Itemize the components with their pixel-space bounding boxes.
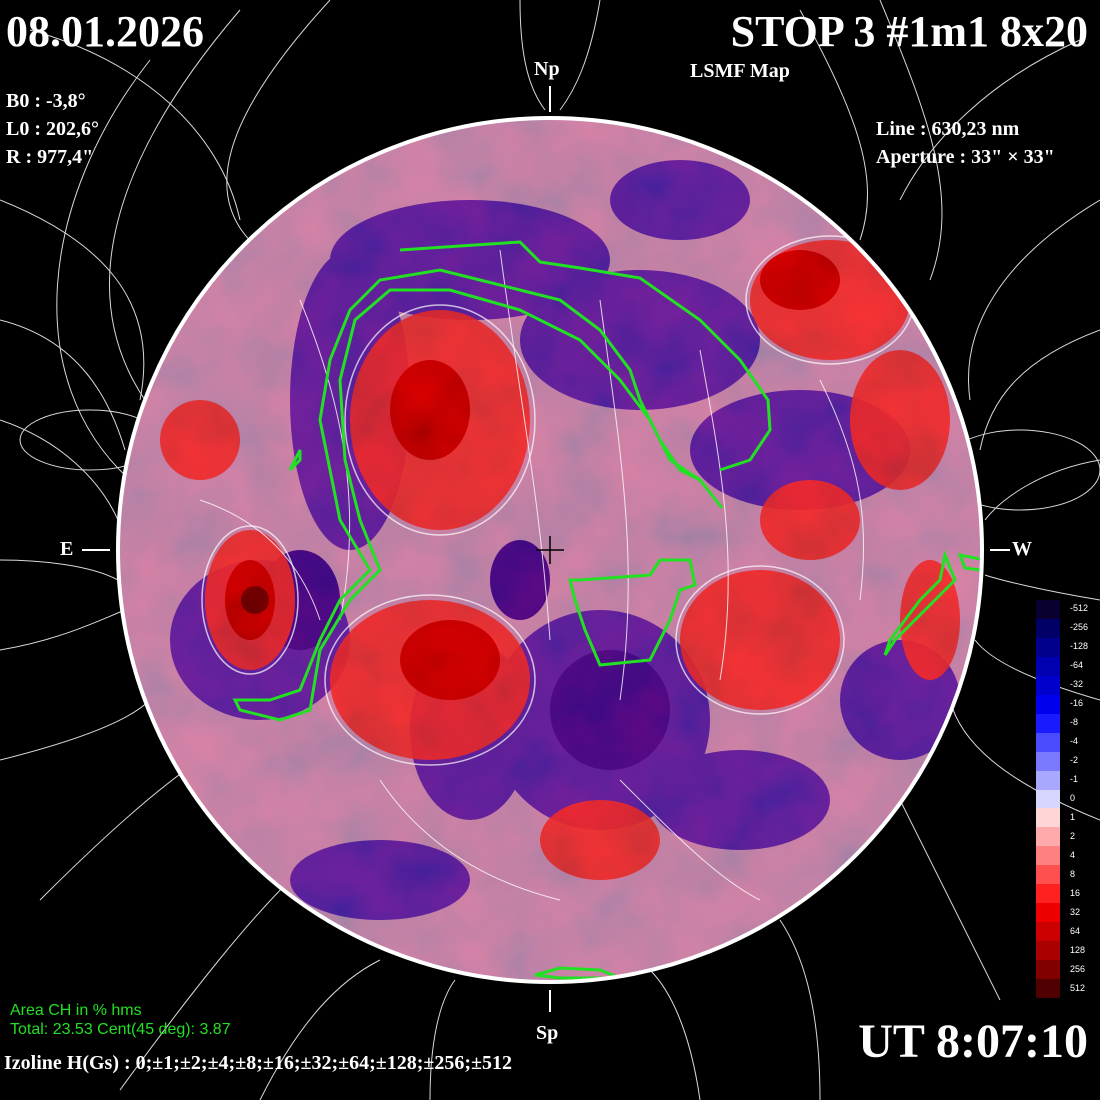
scale-label: -8 — [1070, 717, 1079, 728]
scale-swatch — [1036, 846, 1060, 866]
scale-swatch — [1036, 979, 1060, 999]
b0-value: B0 : -3,8° — [6, 90, 86, 112]
west-label: W — [1012, 538, 1032, 560]
north-pole-label: Np — [534, 58, 560, 80]
scale-swatch — [1036, 941, 1060, 961]
scale-label: -128 — [1070, 641, 1089, 652]
scale-swatch — [1036, 732, 1060, 753]
scale-swatch — [1036, 618, 1060, 639]
scale-label: 64 — [1070, 925, 1081, 936]
izoline-legend: Izoline H(Gs) : 0;±1;±2;±4;±8;±16;±32;±6… — [4, 1052, 513, 1074]
page-title: STOP 3 #1m1 8x20 — [730, 7, 1088, 56]
scale-swatch — [1036, 808, 1060, 828]
scale-label: 0 — [1070, 793, 1076, 803]
ut-time: UT 8:07:10 — [858, 1015, 1088, 1068]
scale-swatch — [1036, 922, 1060, 942]
scale-label: 4 — [1070, 849, 1076, 860]
scale-swatch — [1036, 865, 1060, 885]
scale-label: -2 — [1070, 755, 1079, 766]
scale-label: -256 — [1070, 622, 1089, 633]
scale-swatch — [1036, 600, 1060, 620]
scale-swatch — [1036, 903, 1060, 923]
aperture-value: Aperture : 33" × 33" — [876, 146, 1055, 168]
date-label: 08.01.2026 — [6, 7, 204, 56]
scale-label: -1 — [1070, 774, 1079, 785]
scale-swatch — [1036, 675, 1060, 696]
scale-label: 1 — [1070, 811, 1076, 822]
scale-swatch — [1036, 960, 1060, 980]
ch-area-title: Area CH in % hms — [10, 1002, 142, 1019]
scale-swatch — [1036, 694, 1060, 715]
scale-label: -512 — [1070, 603, 1089, 614]
line-value: Line : 630,23 nm — [876, 118, 1020, 140]
scale-label: 256 — [1070, 963, 1086, 974]
scale-label: -32 — [1070, 679, 1084, 690]
ch-area-values: Total: 23.53 Cent(45 deg): 3.87 — [10, 1021, 231, 1038]
scale-swatch — [1036, 827, 1060, 847]
scale-label: 32 — [1070, 906, 1081, 917]
scale-label: -64 — [1070, 660, 1084, 671]
disk-limb — [116, 116, 984, 984]
radius-value: R : 977,4" — [6, 146, 94, 168]
east-label: E — [60, 538, 74, 560]
l0-value: L0 : 202,6° — [6, 118, 99, 140]
scale-label: 128 — [1070, 944, 1086, 955]
south-pole-label: Sp — [536, 1022, 559, 1044]
color-scale-bar — [1036, 600, 1060, 999]
scale-swatch — [1036, 884, 1060, 904]
scale-label: 2 — [1070, 830, 1076, 841]
scale-swatch — [1036, 713, 1060, 734]
center-cross-icon — [536, 536, 564, 564]
scale-swatch — [1036, 637, 1060, 658]
scale-label: 16 — [1070, 887, 1081, 898]
scale-label: -4 — [1070, 736, 1079, 747]
scale-swatch — [1036, 656, 1060, 677]
scale-swatch — [1036, 770, 1060, 790]
scale-swatch — [1036, 789, 1060, 809]
scale-swatch — [1036, 751, 1060, 772]
map-subtitle: LSMF Map — [690, 60, 790, 82]
scale-label: -16 — [1070, 698, 1084, 709]
scale-label: 512 — [1070, 982, 1086, 993]
scale-label: 8 — [1070, 868, 1076, 879]
